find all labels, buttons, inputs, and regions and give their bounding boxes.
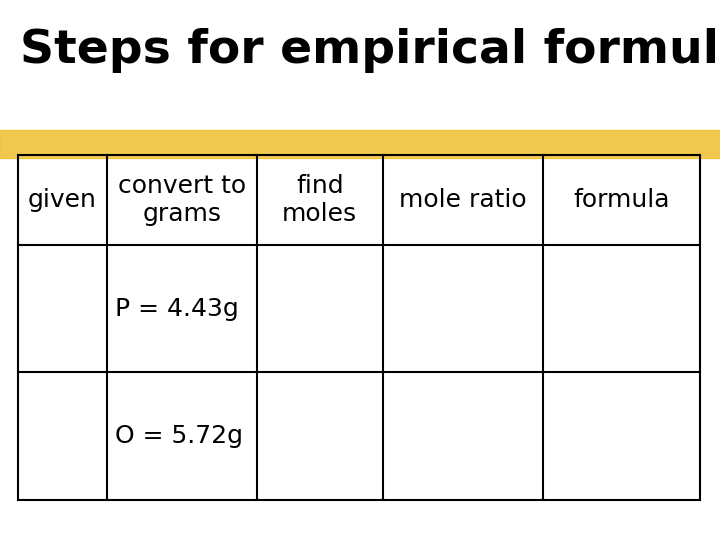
- Bar: [0, 130, 720, 158]
- Text: find
moles: find moles: [282, 174, 357, 226]
- Text: O = 5.72g: O = 5.72g: [114, 424, 243, 448]
- Text: given: given: [28, 188, 96, 212]
- Text: convert to
grams: convert to grams: [117, 174, 246, 226]
- Text: formula: formula: [573, 188, 670, 212]
- Text: Steps for empirical formulas: Steps for empirical formulas: [20, 28, 720, 73]
- Text: P = 4.43g: P = 4.43g: [114, 296, 238, 321]
- Text: mole ratio: mole ratio: [399, 188, 527, 212]
